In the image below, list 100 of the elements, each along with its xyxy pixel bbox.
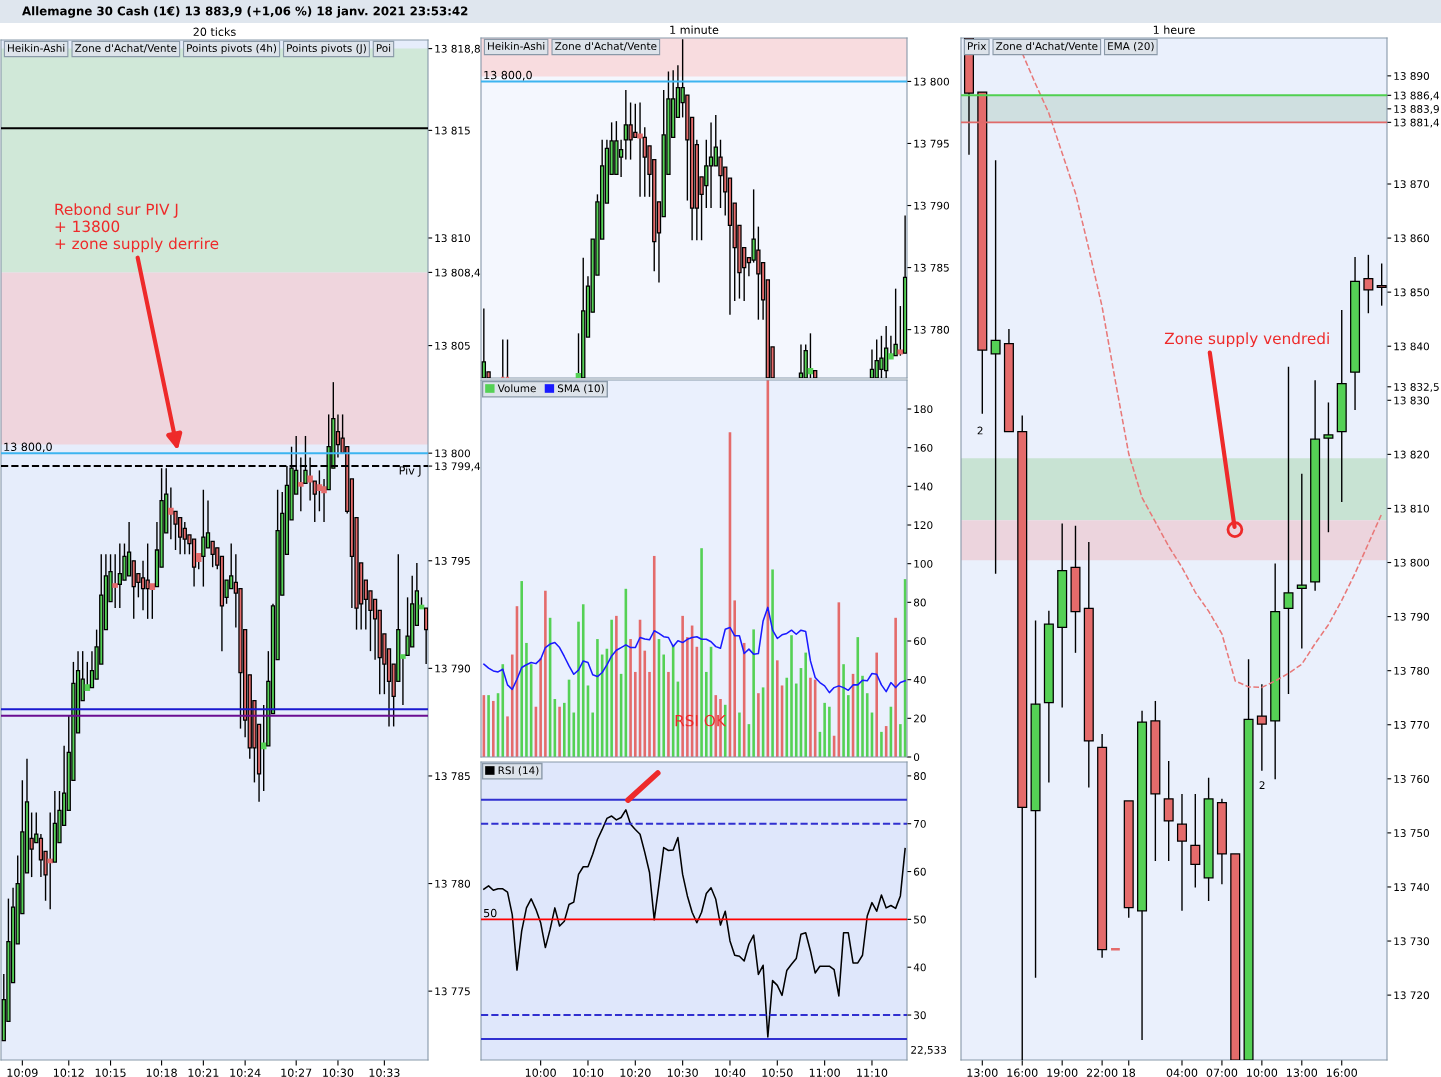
y-tick-label: 13 790 [1394,612,1430,621]
bar [563,702,566,757]
annotation: Zone d'Achat/Vente [996,41,1098,51]
y-tick-label: 80 [913,772,926,780]
annotation: Points pivots (J) [287,43,366,55]
candlestick [481,307,487,378]
y-tick-label: 13 870 [1394,180,1430,189]
annotation: EMA (20) [1108,41,1154,52]
y-tick-label: 40 [913,963,926,972]
bar [667,671,670,757]
x-tick-label: 22:00 [1086,1068,1118,1077]
x-tick-label: 10:33 [369,1068,400,1077]
y-tick-label: 120 [914,521,933,530]
chart-title: Allemagne 30 Cash (1€) 13 883,9 (+1,06 %) 18 janv. 2021 23:53:42 [22,6,468,18]
candlestick [1363,254,1374,314]
bar [648,671,651,757]
x-tick-label: 10:10 [573,1068,604,1077]
y-tick-label: 13 886,4 [1394,91,1440,101]
y-tick-label: 100 [914,559,933,568]
bar [492,700,495,757]
bar [771,569,774,757]
y-tick-label: 13 860 [1394,234,1430,243]
bar [572,712,576,757]
x-tick-label: 04:00 [1166,1068,1198,1077]
candlestick [89,650,95,689]
candlestick [718,139,723,209]
chart-subtitle: 20 ticks [193,27,236,36]
bar [823,702,826,757]
bar [520,581,524,757]
y-tick-label: 40 [913,675,926,684]
y-tick-label: 13 800 [1394,558,1430,567]
bar [804,652,808,757]
y-tick-label: 13 770 [1394,720,1430,729]
x-tick-label: 18 [1122,1068,1136,1077]
y-tick-label: 13 760 [1394,775,1430,783]
bar [591,712,595,757]
y-tick-label: 13 795 [435,556,470,565]
y-tick-label: 13 890 [1394,72,1430,80]
candlestick [869,348,875,378]
x-tick-label: 10:12 [53,1068,84,1077]
bar [828,706,831,757]
y-tick-label: 180 [914,405,933,414]
bar [634,671,637,757]
line-series [483,606,906,694]
y-tick-label: 13 785 [914,263,949,272]
x-tick-label: 10:30 [667,1068,698,1077]
bar [794,683,798,757]
annotation: Prix [968,41,987,50]
bar [738,712,741,757]
y-tick-label: 13 810 [435,234,471,243]
y-tick-label: 13 805 [435,341,470,350]
y-tick-label: 13 840 [1394,342,1430,351]
candlestick [1296,473,1307,650]
y-tick-label: 30 [914,1011,926,1020]
y-tick-label: 13 850 [1394,288,1430,297]
bar [785,677,789,757]
x-tick-label: 13:00 [1287,1068,1318,1077]
bar [899,724,902,757]
bar [776,660,779,757]
candlestick [990,159,1001,575]
x-tick-label: 10:40 [715,1068,746,1077]
bar [652,555,656,757]
candlestick [47,811,53,911]
ref-line-label: 50 [483,908,497,918]
candlestick [423,607,428,665]
y-tick-label: 13 775 [435,987,470,996]
candlestick [623,89,629,161]
y-tick-label: 60 [913,867,926,876]
y-tick-label: 13 808,4 [435,268,481,278]
x-tick-label: 10:21 [188,1068,219,1077]
bar [752,629,755,757]
y-tick-label: 13 740 [1394,883,1430,892]
annotation: 2 [1259,781,1265,789]
y-tick-label: 60 [913,637,926,646]
x-tick-label: 16:00 [1326,1068,1358,1077]
y-tick-label: 13 800 [914,77,950,86]
annotation: Zone d'Achat/Vente [75,43,177,53]
y-tick-label: 13 815 [435,126,470,135]
annotation: 2 [977,426,983,435]
y-tick-label: 13 780 [914,325,950,334]
bar [615,615,618,757]
line-series [1021,52,1383,689]
legend-label: SMA (10) [557,384,604,394]
y-tick-label: 13 785 [435,772,470,781]
y-tick-label: 13 881,4 [1394,118,1440,128]
x-tick-label: 07:00 [1206,1068,1238,1077]
bar [847,695,850,757]
chart-title: 1 minute [670,25,719,34]
x-tick-label: 10:00 [525,1068,556,1077]
y-tick-label: 13 790 [435,664,471,673]
ref-line-label: Piv J [399,466,421,477]
bar [610,619,613,757]
x-tick-label: 10:24 [230,1068,261,1077]
candlestick [1190,793,1201,889]
bar [544,590,547,757]
y-tick-label: 0 [913,753,920,762]
bar [809,677,812,757]
bar [662,654,666,757]
candlestick [1163,760,1174,862]
bar [790,635,793,757]
